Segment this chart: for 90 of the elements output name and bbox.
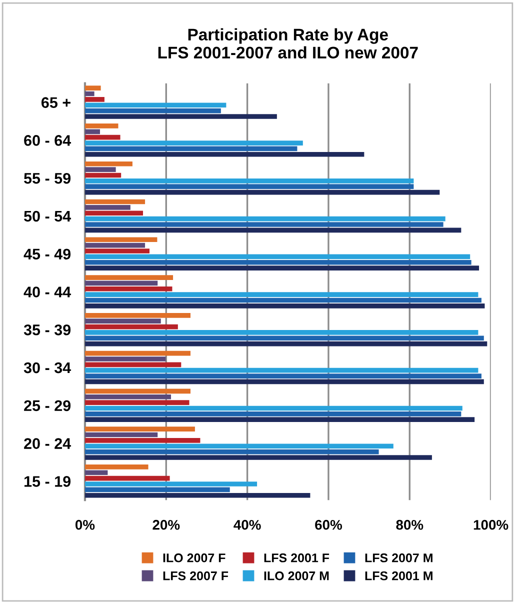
bar — [84, 86, 101, 91]
bar — [84, 210, 144, 216]
bar — [84, 129, 100, 134]
bar — [84, 304, 485, 308]
bar — [84, 482, 258, 486]
bar — [84, 124, 118, 128]
x-tick-label: 60% — [315, 520, 342, 530]
bar — [84, 242, 146, 248]
chart-title: Participation Rate by Age LFS 2001-2007 and ILO new 2007 — [158, 28, 418, 59]
bar — [84, 449, 379, 454]
bar — [84, 134, 120, 140]
bar — [84, 161, 132, 166]
bar — [84, 260, 472, 265]
bar — [84, 362, 182, 368]
bar — [84, 172, 122, 178]
bar — [84, 298, 482, 303]
bar — [84, 286, 172, 292]
legend-label: LFS 2007 F — [163, 571, 228, 580]
bar — [84, 222, 444, 227]
x-tick-label: 100% — [474, 520, 508, 530]
bar — [84, 312, 190, 318]
y-tick-label: 30 - 34 — [24, 362, 72, 374]
bar — [84, 292, 478, 297]
y-tick-label: 35 - 39 — [24, 324, 71, 336]
bar — [84, 492, 310, 498]
bar — [84, 406, 462, 411]
bar — [84, 400, 190, 405]
bar — [84, 205, 130, 210]
bar — [84, 350, 190, 356]
y-tick-label: 40 - 44 — [24, 286, 72, 298]
legend-label: LFS 2007 M — [365, 553, 432, 562]
y-tick-label: 65 + — [41, 97, 70, 108]
bar — [84, 237, 158, 242]
bar — [84, 254, 470, 260]
bar — [84, 266, 480, 270]
y-tick-label: 60 - 64 — [24, 135, 72, 146]
bar — [84, 417, 475, 422]
bar — [84, 455, 432, 460]
bar — [84, 102, 226, 108]
x-tick-label: 40% — [234, 520, 261, 530]
bar — [84, 476, 170, 481]
bar — [84, 275, 174, 280]
bar — [84, 97, 104, 102]
bar — [84, 108, 221, 114]
bar — [84, 379, 484, 384]
bar — [84, 114, 277, 119]
bar — [84, 216, 446, 222]
bar — [84, 394, 172, 400]
y-tick-label: 55 - 59 — [24, 172, 71, 184]
bar — [84, 178, 414, 184]
bar — [84, 152, 364, 157]
bar — [84, 341, 488, 346]
bar — [84, 167, 116, 172]
bar — [84, 438, 200, 443]
y-tick-label: 45 - 49 — [24, 248, 71, 260]
bar — [84, 91, 94, 96]
bar — [84, 336, 484, 341]
bar — [84, 464, 148, 470]
bar — [84, 190, 440, 195]
bar — [84, 248, 150, 254]
x-tick-label: 0% — [75, 520, 95, 530]
bar — [84, 330, 478, 335]
bar — [84, 199, 146, 204]
y-tick-label: 15 - 19 — [24, 476, 71, 487]
bar — [84, 374, 482, 378]
y-tick-label: 50 - 54 — [24, 210, 72, 222]
bar — [84, 412, 462, 416]
bar — [84, 140, 303, 146]
bar — [84, 228, 462, 233]
bar — [84, 356, 166, 362]
bar — [84, 487, 230, 492]
y-tick-label: 20 - 24 — [24, 438, 72, 449]
bar — [84, 368, 478, 373]
x-tick-label: 80% — [396, 520, 424, 530]
bar — [84, 318, 161, 324]
legend-label: LFS 2001 M — [365, 571, 432, 580]
bar — [84, 426, 195, 432]
legend-label: ILO 2007 M — [264, 571, 329, 580]
bar — [84, 146, 298, 152]
legend-label: LFS 2001 F — [264, 553, 330, 562]
legend-label: ILO 2007 F — [163, 553, 226, 562]
y-tick-label: 25 - 29 — [24, 400, 71, 412]
x-tick-label: 20% — [152, 520, 180, 530]
bar — [84, 324, 178, 330]
bar — [84, 444, 394, 449]
bar — [84, 432, 158, 438]
bar — [84, 280, 158, 286]
bar — [84, 470, 108, 476]
bar — [84, 388, 190, 394]
bar — [84, 184, 414, 190]
